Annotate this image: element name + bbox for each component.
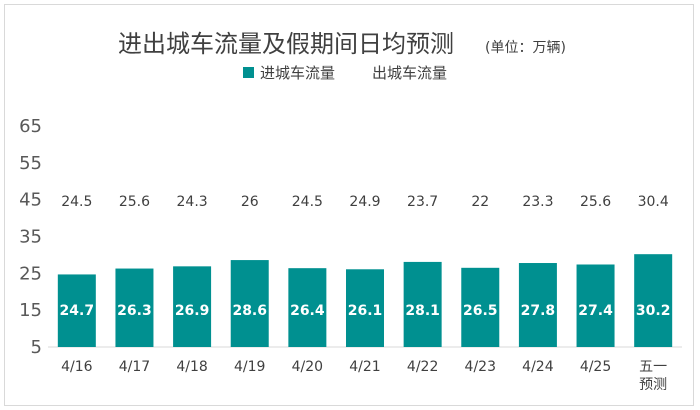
out-value-label: 24.5	[61, 194, 92, 210]
category-label: 4/25	[580, 359, 611, 375]
bar-in-label: 28.1	[405, 303, 440, 319]
bar-in	[173, 266, 212, 347]
legend-label-in: 进城车流量	[260, 64, 335, 82]
legend-swatch-in	[243, 67, 254, 78]
bar-in-label: 26.1	[348, 303, 383, 319]
chart-unit: (单位：万辆)	[485, 40, 566, 56]
bar-in-label: 26.4	[290, 303, 325, 319]
category-label: 4/16	[61, 359, 93, 375]
bar-in-label: 24.7	[60, 303, 95, 319]
bar-in	[634, 254, 673, 347]
bar-in-label: 26.5	[463, 303, 498, 319]
bar-in-label: 28.6	[232, 303, 267, 319]
chart-title: 进出城车流量及假期间日均预测	[118, 30, 454, 58]
bar-in-label: 30.2	[636, 303, 671, 319]
category-label: 4/17	[119, 359, 150, 375]
category-label: 4/22	[407, 359, 438, 375]
bar-in	[115, 268, 154, 347]
bar-in-label: 27.8	[521, 303, 556, 319]
out-value-label: 30.4	[638, 194, 669, 210]
out-value-label: 25.6	[119, 194, 150, 210]
legend-label-out: 出城车流量	[372, 64, 447, 82]
out-value-label: 23.7	[407, 194, 438, 210]
category-label: 4/23	[465, 359, 496, 375]
bar-in	[403, 261, 442, 347]
bar-in	[346, 269, 384, 347]
category-label: 4/24	[522, 359, 554, 375]
out-value-label: 24.3	[177, 194, 208, 210]
category-label: 五一	[639, 359, 667, 375]
bar-in	[57, 274, 96, 347]
out-value-label: 24.5	[292, 194, 323, 210]
category-label: 预测	[639, 377, 667, 393]
out-value-label: 22	[471, 194, 489, 210]
out-value-label: 24.9	[349, 194, 380, 210]
category-label: 4/19	[234, 359, 265, 375]
category-label: 4/18	[176, 359, 207, 375]
bar-in-label: 26.3	[117, 303, 152, 319]
y-tick-label: 35	[19, 227, 42, 248]
y-tick-label: 5	[31, 337, 42, 358]
bar-in	[288, 268, 327, 347]
bar-in	[518, 263, 557, 347]
y-tick-label: 45	[19, 190, 42, 211]
category-label: 4/20	[292, 359, 323, 375]
bar-in	[576, 264, 615, 347]
y-tick-label: 55	[19, 153, 42, 174]
y-tick-label: 15	[19, 300, 42, 321]
y-tick-label: 25	[19, 263, 42, 284]
bar-in-label: 27.4	[578, 303, 613, 319]
out-value-label: 23.3	[522, 194, 553, 210]
out-value-label: 26	[241, 194, 259, 210]
bar-in	[230, 260, 269, 347]
bar-in	[461, 267, 500, 347]
out-value-label: 25.6	[580, 194, 611, 210]
category-label: 4/21	[349, 359, 380, 375]
bar-in-label: 26.9	[175, 303, 210, 319]
y-tick-label: 65	[19, 116, 42, 137]
